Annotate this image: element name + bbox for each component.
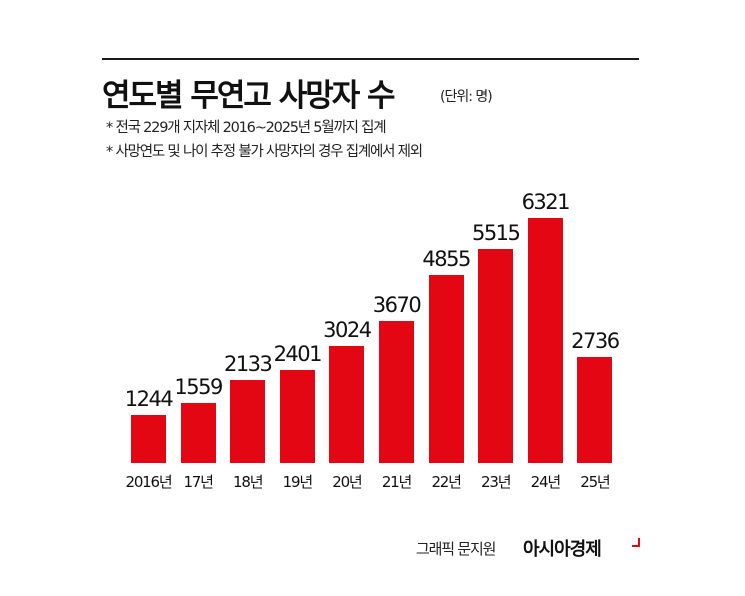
bar-value-label: 6321 (521, 190, 571, 214)
bar-value-label: 1244 (124, 386, 174, 411)
x-axis-label: 17년 (183, 473, 213, 491)
bar (478, 249, 514, 463)
bar-value-label: 2736 (571, 328, 620, 353)
chart-title: 연도별 무연고 사망자 수 (102, 78, 396, 114)
bar (230, 380, 266, 463)
bar-value-label: 3024 (323, 317, 372, 342)
x-axis-label: 23년 (481, 473, 511, 491)
bar (180, 402, 216, 463)
bar (428, 274, 464, 463)
bar-value-label: 2401 (273, 341, 323, 366)
top-rule (102, 58, 639, 60)
x-axis-label: 19년 (282, 473, 313, 491)
bar (329, 345, 365, 463)
x-axis-label: 25년 (580, 473, 610, 491)
note-2: * 사망연도 및 나이 추정 불가 사망자의 경우 집계에서 제외 (106, 144, 423, 160)
x-axis-label: 20년 (332, 473, 362, 491)
brand-mark-icon (632, 538, 640, 547)
x-axis-label: 18년 (233, 473, 263, 491)
bar (379, 320, 414, 463)
brand-logo-text: 아시아경제 (523, 539, 602, 560)
bar-value-label: 1559 (174, 374, 223, 399)
bar-value-label: 3670 (372, 292, 422, 317)
bar (577, 356, 613, 463)
x-axis-label: 21년 (381, 473, 412, 491)
bar (131, 414, 166, 463)
bar-value-label: 5515 (471, 221, 521, 246)
x-axis-label: 24년 (530, 473, 561, 491)
bar-value-label: 4855 (422, 246, 471, 271)
unit-label: (단위: 명) (440, 89, 493, 105)
x-axis-label: 22년 (431, 473, 461, 491)
bar (279, 369, 315, 463)
bar-value-label: 2133 (223, 352, 273, 377)
graphic-credit: 그래픽 문지원 (416, 540, 496, 558)
bar (527, 218, 563, 463)
x-axis-label: 2016년 (125, 473, 173, 491)
note-1: * 전국 229개 지자체 2016~2025년 5월까지 집계 (106, 120, 387, 136)
